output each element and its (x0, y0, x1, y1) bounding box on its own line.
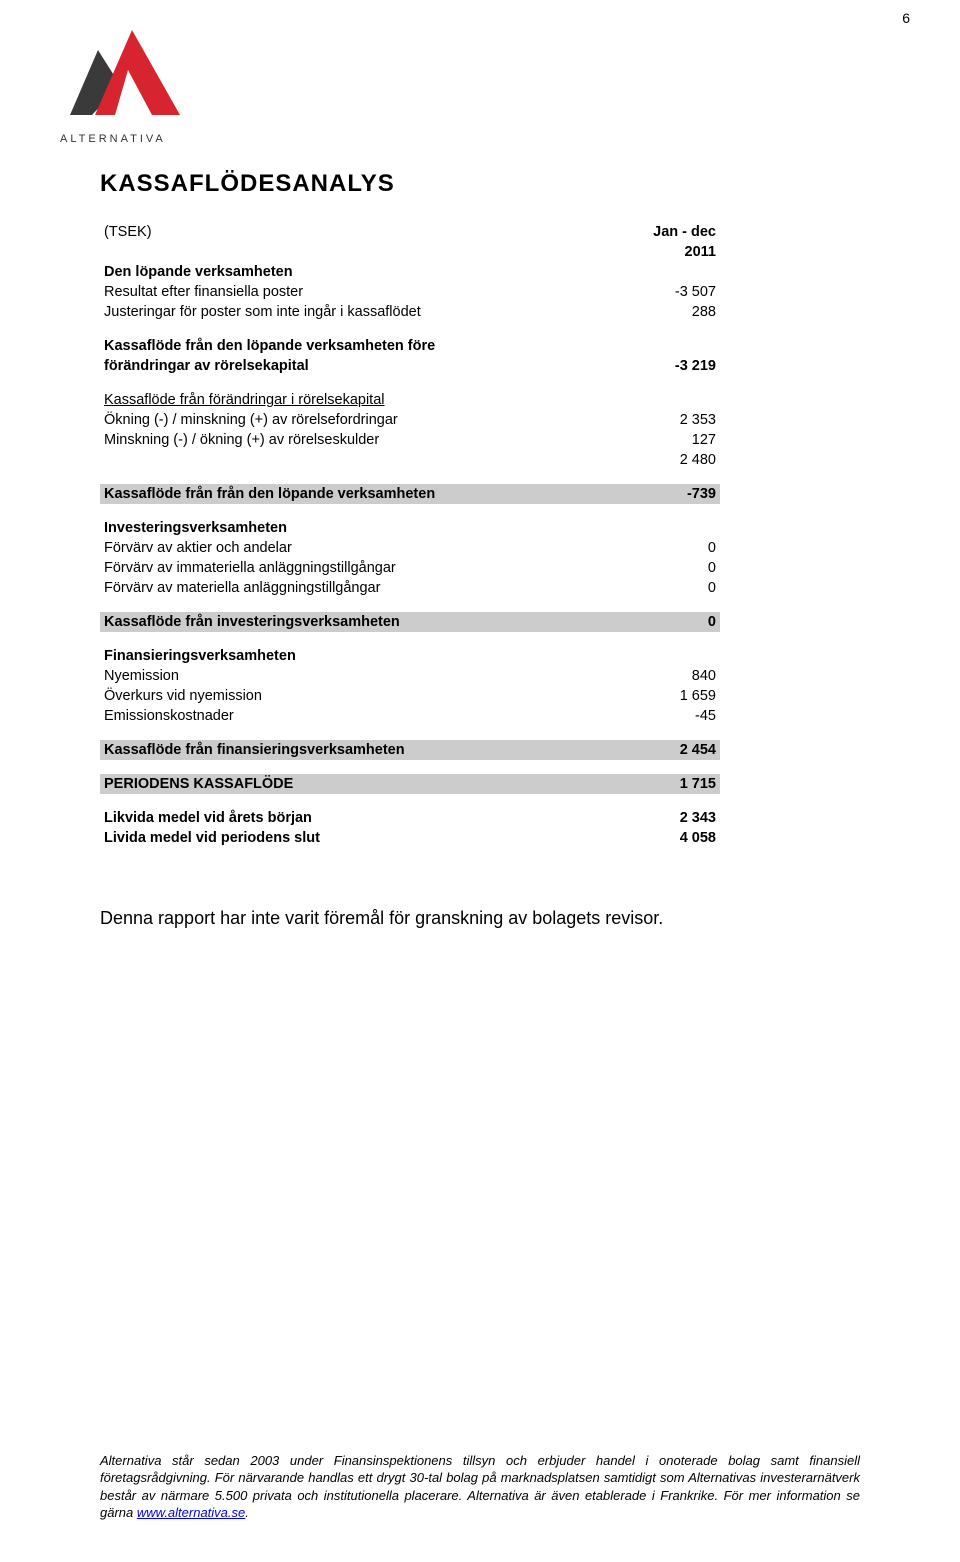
page-title: KASSAFLÖDESANALYS (100, 170, 860, 198)
period-label-1: Jan - dec (620, 222, 720, 242)
closing-row-0: Likvida medel vid årets början (100, 808, 620, 828)
wc-sum: 2 480 (620, 450, 720, 470)
wc-header: Kassaflöde från förändringar i rörelseka… (100, 390, 620, 410)
before-changes-label-2: förändringar av rörelsekapital (100, 356, 620, 376)
finance-row-2: Emissionskostnader (100, 706, 620, 726)
period-label-2: 2011 (620, 242, 720, 262)
closing-row-0-val: 2 343 (620, 808, 720, 828)
row-adjust-val: 288 (620, 302, 720, 322)
finance-row-1: Överkurs vid nyemission (100, 686, 620, 706)
invest-row-2-val: 0 (620, 578, 720, 598)
closing-row-1: Livida medel vid periodens slut (100, 828, 620, 848)
company-logo: ALTERNATIVA (60, 30, 190, 150)
period-cf-label: PERIODENS KASSAFLÖDE (100, 774, 620, 794)
cf-invest-label: Kassaflöde från investeringsverksamheten (100, 612, 620, 632)
review-note: Denna rapport har inte varit föremål för… (100, 908, 860, 929)
cf-finance-label: Kassaflöde från finansieringsverksamhete… (100, 740, 620, 760)
cf-operating-val: -739 (620, 484, 720, 504)
period-cf-val: 1 715 (620, 774, 720, 794)
wc-row-0-val: 2 353 (620, 410, 720, 430)
footer-text: Alternativa står sedan 2003 under Finans… (100, 1452, 860, 1522)
finance-row-0-val: 840 (620, 666, 720, 686)
before-changes-val: -3 219 (620, 356, 720, 376)
invest-row-0-val: 0 (620, 538, 720, 558)
finance-row-0: Nyemission (100, 666, 620, 686)
wc-row-1: Minskning (-) / ökning (+) av rörelsesku… (100, 430, 620, 450)
row-adjust: Justeringar för poster som inte ingår i … (100, 302, 620, 322)
invest-row-1: Förvärv av immateriella anläggningstillg… (100, 558, 620, 578)
tsek-label: (TSEK) (100, 222, 620, 242)
invest-row-0: Förvärv av aktier och andelar (100, 538, 620, 558)
footer-link[interactable]: www.alternativa.se (137, 1505, 245, 1520)
invest-row-1-val: 0 (620, 558, 720, 578)
before-changes-label-1: Kassaflöde från den löpande verksamheten… (100, 336, 620, 356)
wc-row-1-val: 127 (620, 430, 720, 450)
operating-header: Den löpande verksamheten (100, 262, 620, 282)
cf-operating-label: Kassaflöde från från den löpande verksam… (100, 484, 620, 504)
closing-row-1-val: 4 058 (620, 828, 720, 848)
invest-header: Investeringsverksamheten (100, 518, 620, 538)
footer-after: . (245, 1505, 249, 1520)
cf-invest-val: 0 (620, 612, 720, 632)
cf-finance-val: 2 454 (620, 740, 720, 760)
row-result: Resultat efter finansiella poster (100, 282, 620, 302)
finance-header: Finansieringsverksamheten (100, 646, 620, 666)
finance-row-2-val: -45 (620, 706, 720, 726)
logo-text: ALTERNATIVA (60, 133, 166, 145)
invest-row-2: Förvärv av materiella anläggningstillgån… (100, 578, 620, 598)
cashflow-table: (TSEK) Jan - dec 2011 Den löpande verksa… (100, 222, 720, 848)
page-number: 6 (902, 10, 910, 26)
row-result-val: -3 507 (620, 282, 720, 302)
finance-row-1-val: 1 659 (620, 686, 720, 706)
wc-row-0: Ökning (-) / minskning (+) av rörelsefor… (100, 410, 620, 430)
